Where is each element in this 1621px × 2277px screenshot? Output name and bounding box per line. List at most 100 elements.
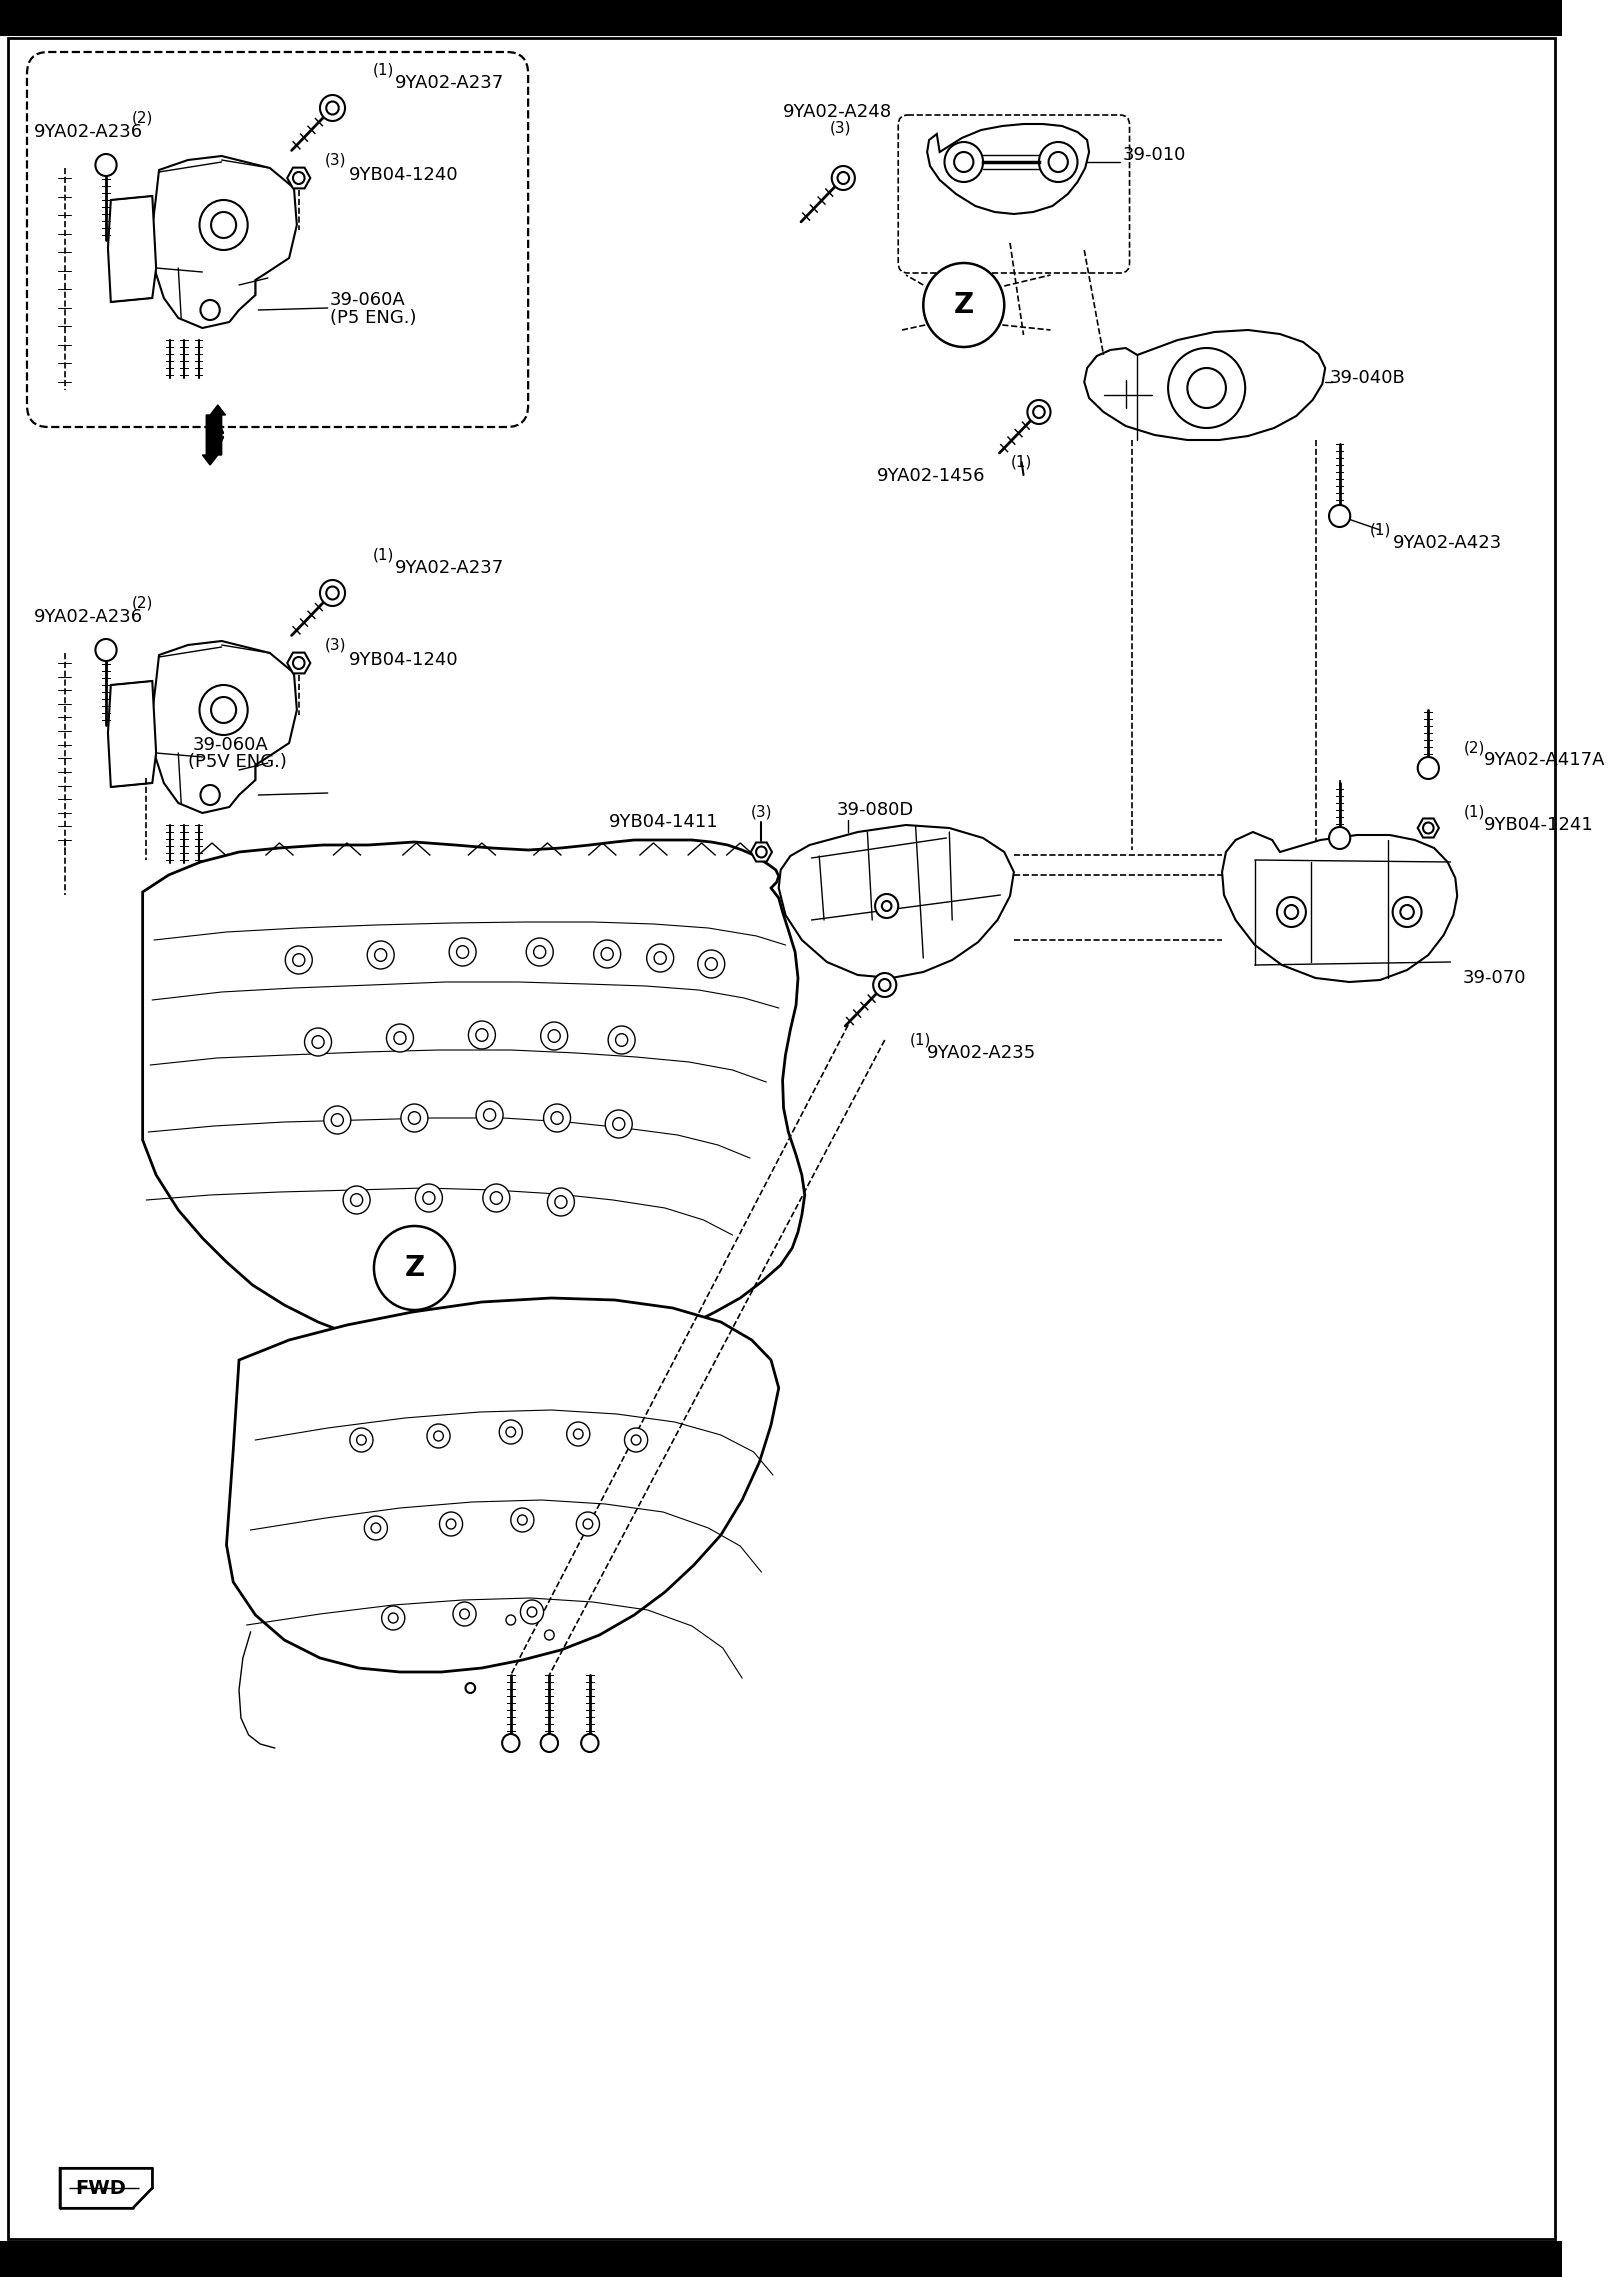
Circle shape bbox=[446, 1519, 456, 1528]
Circle shape bbox=[548, 1189, 574, 1216]
Text: 39-060A: 39-060A bbox=[193, 735, 269, 754]
Circle shape bbox=[457, 945, 468, 959]
Circle shape bbox=[400, 1104, 428, 1132]
Circle shape bbox=[408, 1111, 420, 1125]
Circle shape bbox=[1187, 369, 1225, 408]
Circle shape bbox=[1169, 348, 1245, 428]
Circle shape bbox=[1401, 904, 1414, 920]
Circle shape bbox=[326, 102, 339, 114]
Circle shape bbox=[357, 1435, 366, 1446]
Circle shape bbox=[527, 1608, 537, 1617]
Text: (3): (3) bbox=[751, 804, 772, 820]
Circle shape bbox=[389, 1612, 399, 1624]
Circle shape bbox=[879, 979, 890, 990]
Bar bbox=[0, 0, 1563, 34]
Circle shape bbox=[465, 1683, 475, 1694]
Circle shape bbox=[381, 1605, 405, 1630]
Polygon shape bbox=[287, 653, 310, 674]
Circle shape bbox=[344, 1186, 370, 1214]
Bar bbox=[0, 2243, 1563, 2277]
Polygon shape bbox=[109, 681, 156, 788]
Circle shape bbox=[605, 1109, 632, 1138]
Circle shape bbox=[554, 1195, 567, 1209]
Circle shape bbox=[319, 96, 345, 121]
Circle shape bbox=[511, 1507, 533, 1532]
Circle shape bbox=[705, 959, 718, 970]
Text: (3): (3) bbox=[830, 121, 851, 137]
Text: (P5 ENG.): (P5 ENG.) bbox=[329, 310, 417, 328]
Polygon shape bbox=[751, 842, 772, 861]
Circle shape bbox=[1423, 822, 1433, 833]
Text: 9YB04-1240: 9YB04-1240 bbox=[349, 651, 459, 669]
Circle shape bbox=[551, 1111, 562, 1125]
Text: 9YB04-1241: 9YB04-1241 bbox=[1485, 815, 1593, 833]
Circle shape bbox=[394, 1031, 405, 1045]
Circle shape bbox=[490, 1191, 503, 1205]
Circle shape bbox=[483, 1184, 511, 1211]
Text: Z: Z bbox=[953, 291, 974, 319]
Polygon shape bbox=[152, 157, 297, 328]
Circle shape bbox=[543, 1104, 571, 1132]
Circle shape bbox=[593, 940, 621, 968]
Text: (2): (2) bbox=[1464, 740, 1485, 756]
Circle shape bbox=[365, 1516, 387, 1539]
Circle shape bbox=[574, 1430, 584, 1439]
Circle shape bbox=[293, 954, 305, 965]
Circle shape bbox=[423, 1191, 434, 1205]
Circle shape bbox=[426, 1423, 451, 1448]
Text: (P5V ENG.): (P5V ENG.) bbox=[188, 754, 287, 772]
Circle shape bbox=[477, 1029, 488, 1041]
Circle shape bbox=[452, 1603, 477, 1626]
Circle shape bbox=[499, 1421, 522, 1444]
Circle shape bbox=[1392, 897, 1422, 927]
FancyArrow shape bbox=[211, 405, 225, 455]
Circle shape bbox=[545, 1630, 554, 1639]
Circle shape bbox=[374, 1225, 456, 1309]
Circle shape bbox=[838, 173, 849, 184]
Circle shape bbox=[503, 1735, 519, 1751]
Polygon shape bbox=[927, 123, 1089, 214]
Circle shape bbox=[616, 1034, 627, 1047]
Circle shape bbox=[527, 938, 553, 965]
Circle shape bbox=[439, 1512, 462, 1537]
Circle shape bbox=[577, 1512, 600, 1537]
Circle shape bbox=[368, 940, 394, 970]
Circle shape bbox=[567, 1423, 590, 1446]
Circle shape bbox=[460, 1610, 470, 1619]
Text: (1): (1) bbox=[1012, 455, 1033, 469]
Circle shape bbox=[199, 685, 248, 735]
Text: 39-060A: 39-060A bbox=[329, 291, 405, 310]
Circle shape bbox=[1285, 904, 1298, 920]
Circle shape bbox=[371, 1523, 381, 1532]
Circle shape bbox=[1033, 405, 1044, 419]
Text: 39-070: 39-070 bbox=[1464, 970, 1527, 986]
Polygon shape bbox=[60, 2168, 152, 2209]
Circle shape bbox=[955, 153, 973, 173]
Circle shape bbox=[293, 658, 305, 669]
Polygon shape bbox=[287, 168, 310, 189]
Text: 9YA02-A236: 9YA02-A236 bbox=[34, 123, 143, 141]
Text: (1): (1) bbox=[1370, 521, 1391, 537]
Circle shape bbox=[517, 1514, 527, 1526]
Circle shape bbox=[211, 212, 237, 239]
Circle shape bbox=[326, 587, 339, 599]
Text: 9YA02-A423: 9YA02-A423 bbox=[1392, 535, 1503, 551]
Circle shape bbox=[305, 1027, 332, 1057]
Circle shape bbox=[755, 847, 767, 858]
Circle shape bbox=[331, 1113, 344, 1127]
Circle shape bbox=[647, 945, 674, 972]
Circle shape bbox=[601, 947, 613, 961]
Text: 9YA02-A237: 9YA02-A237 bbox=[396, 73, 504, 91]
Circle shape bbox=[541, 1735, 558, 1751]
Text: (2): (2) bbox=[131, 597, 154, 610]
Circle shape bbox=[350, 1428, 373, 1453]
Text: (1): (1) bbox=[373, 546, 394, 562]
Circle shape bbox=[483, 1109, 496, 1120]
Text: 39-040B: 39-040B bbox=[1329, 369, 1405, 387]
Text: 9YA02-A236: 9YA02-A236 bbox=[34, 608, 143, 626]
Text: 9YA02-A235: 9YA02-A235 bbox=[927, 1043, 1036, 1061]
Text: (1): (1) bbox=[1464, 804, 1485, 820]
Polygon shape bbox=[778, 824, 1013, 979]
Circle shape bbox=[199, 200, 248, 250]
Circle shape bbox=[608, 1027, 635, 1054]
